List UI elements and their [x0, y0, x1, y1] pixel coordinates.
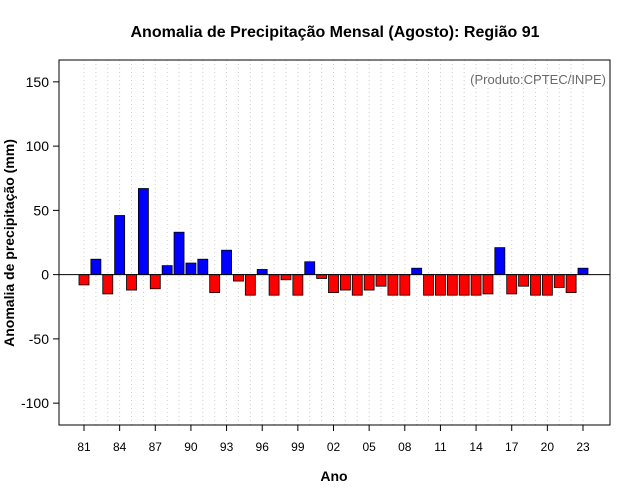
bar — [256, 269, 268, 276]
bar — [541, 274, 553, 296]
bar — [482, 274, 494, 295]
x-tick-label: 05 — [362, 440, 376, 454]
bar — [149, 274, 161, 290]
y-tick-label: 100 — [26, 138, 50, 154]
bar — [506, 274, 518, 295]
bar — [173, 231, 185, 276]
x-tick-label: 23 — [576, 440, 590, 454]
x-tick-label: 84 — [113, 440, 127, 454]
bar — [458, 274, 470, 296]
bar — [339, 274, 351, 291]
chart-title: Anomalia de Precipitação Mensal (Agosto)… — [131, 24, 540, 41]
bar — [423, 274, 434, 296]
bar — [102, 274, 114, 295]
x-tick-label: 87 — [149, 440, 163, 454]
bar — [435, 274, 446, 296]
bar — [375, 274, 387, 287]
x-tick-label: 90 — [184, 440, 198, 454]
bar — [244, 274, 256, 296]
bar — [161, 265, 173, 276]
x-axis-label: Ano — [320, 468, 347, 484]
bar — [577, 267, 589, 276]
y-axis-label: Anomalia de precipitação (mm) — [1, 139, 17, 347]
bars — [78, 188, 589, 296]
bar — [316, 274, 328, 279]
bar — [185, 262, 197, 276]
bar — [518, 274, 529, 287]
bar — [209, 274, 221, 294]
bar — [351, 274, 363, 296]
y-tick-label: 150 — [26, 74, 50, 90]
x-tick-label: 93 — [220, 440, 234, 454]
x-tick-label: 17 — [505, 440, 519, 454]
bar — [197, 258, 209, 276]
x-tick-label: 14 — [469, 440, 483, 454]
x-tick-label: 08 — [398, 440, 412, 454]
bar — [494, 247, 506, 276]
x-tick-label: 99 — [291, 440, 305, 454]
gridlines — [83, 60, 584, 425]
bar — [387, 274, 399, 296]
y-tick-label: 0 — [41, 267, 49, 283]
bar — [328, 274, 339, 294]
x-axis: 81 84 87 90 93 96 99 02 05 08 11 14 17 20 23 — [77, 425, 590, 454]
bar — [280, 274, 292, 281]
bar — [530, 274, 541, 296]
bar — [221, 249, 232, 276]
bar — [90, 258, 102, 276]
y-tick-label: -50 — [29, 331, 49, 347]
bar — [114, 215, 126, 276]
source-annotation: (Produto:CPTEC/INPE) — [470, 72, 606, 87]
bar — [78, 274, 90, 286]
x-tick-label: 96 — [256, 440, 270, 454]
plot-frame — [58, 59, 611, 426]
bar — [363, 274, 375, 291]
bar — [553, 274, 565, 288]
x-tick-label: 81 — [77, 440, 91, 454]
x-tick-label: 02 — [327, 440, 341, 454]
bar — [126, 274, 137, 291]
y-tick-label: 50 — [33, 202, 49, 218]
y-axis: -100 -50 0 50 100 150 — [21, 74, 59, 411]
bar — [304, 261, 316, 276]
bar — [411, 267, 423, 276]
bar — [399, 274, 411, 296]
bar — [470, 274, 482, 296]
bar — [565, 274, 577, 294]
bar — [137, 188, 149, 276]
bar — [292, 274, 304, 296]
y-tick-label: -100 — [21, 395, 49, 411]
bar — [268, 274, 280, 296]
x-tick-label: 20 — [541, 440, 555, 454]
bar — [233, 274, 244, 282]
bar — [446, 274, 458, 296]
x-tick-label: 11 — [434, 440, 447, 454]
